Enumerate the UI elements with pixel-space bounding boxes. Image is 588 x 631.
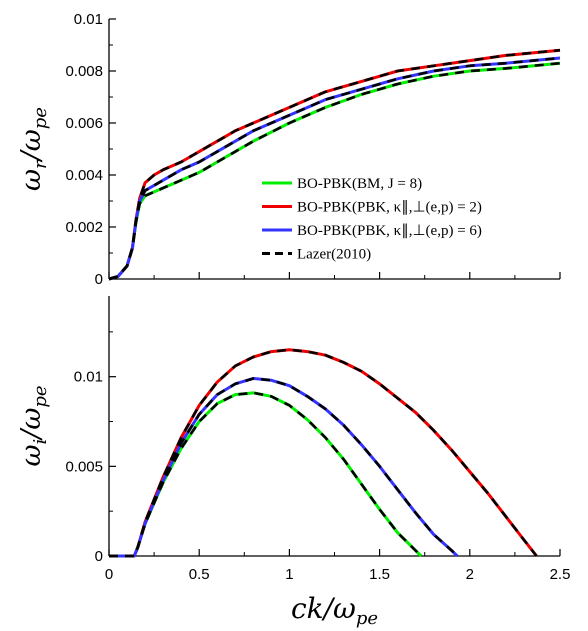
x-tick-label: 0 (105, 566, 113, 583)
y-axis-label: ωi/ωpe (16, 385, 51, 466)
x-tick-label: 0.5 (189, 566, 210, 583)
legend-label-3: BO-PBK(PBK, κ∥,⊥(e,p) = 6) (297, 223, 482, 239)
y-tick-label: 0.004 (65, 167, 103, 184)
reference-dashed-line-1 (109, 391, 423, 558)
y-tick-label: 0 (95, 548, 103, 565)
bottom-panel: 0 0.005 0.01 0 0.5 1 1.5 2 2.5 ωi/ωpe ck/ωpe (16, 296, 570, 629)
y-tick-label: 0.01 (74, 11, 103, 28)
reference-dashed-line-3 (109, 377, 459, 558)
legend-label-2: BO-PBK(PBK, κ∥,⊥(e,p) = 2) (297, 200, 482, 216)
x-tick-label: 2.5 (550, 566, 571, 583)
x-tick-label: 1 (285, 566, 293, 583)
legend-label-4: Lazer(2010) (297, 247, 371, 263)
y-axis-label: ωr/ωpe (16, 107, 51, 191)
legend: BO-PBK(BM, J = 8) BO-PBK(PBK, κ∥,⊥(e,p) =… (262, 176, 482, 263)
series-line-1 (109, 391, 423, 558)
y-tick-label: 0.005 (65, 458, 103, 475)
y-tick-label: 0.008 (65, 63, 103, 80)
y-tick-label: 0.002 (65, 219, 103, 236)
y-tick-label: 0.006 (65, 115, 103, 132)
reference-dashed-line-3 (108, 56, 561, 281)
top-panel: 0 0.002 0.004 0.006 0.008 0.01 ωr/ωpe (16, 11, 561, 288)
reference-dashed-line-2 (108, 48, 561, 281)
y-tick-label: 0.01 (74, 369, 103, 386)
reference-dashed-line-2 (109, 348, 538, 558)
x-tick-label: 2 (466, 566, 474, 583)
legend-label-1: BO-PBK(BM, J = 8) (297, 176, 422, 192)
x-tick-label: 1.5 (369, 566, 390, 583)
x-axis-label: ck/ωpe (291, 592, 378, 629)
y-tick-label: 0 (95, 271, 103, 288)
